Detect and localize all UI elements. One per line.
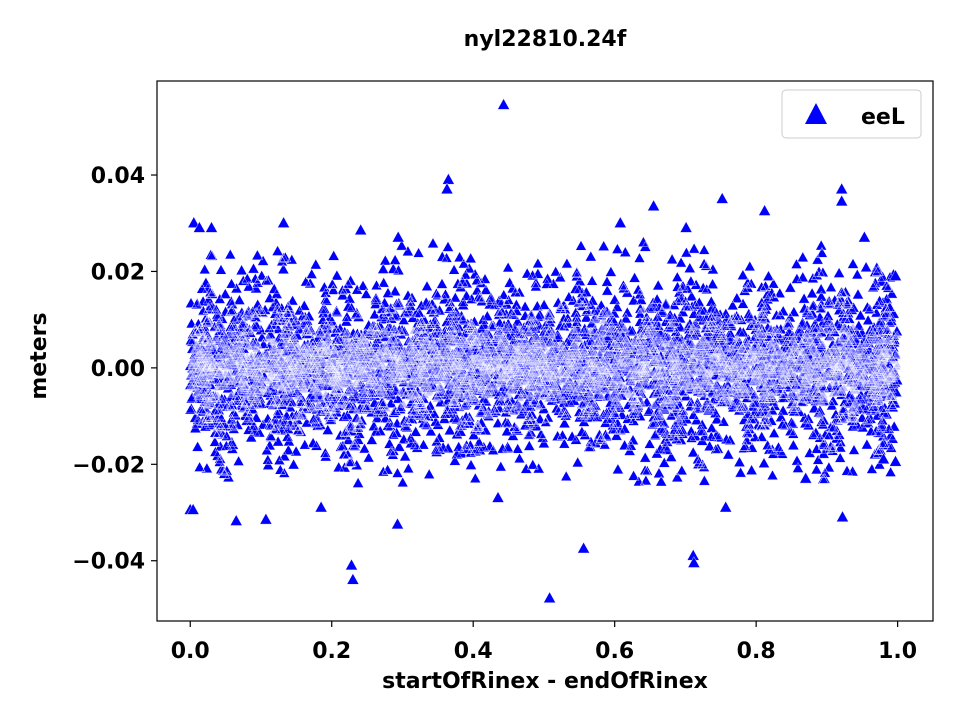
data-point bbox=[543, 591, 556, 603]
legend-entry-label: eeL bbox=[861, 105, 905, 130]
x-tick-label: 0.4 bbox=[454, 639, 493, 664]
data-point bbox=[835, 194, 849, 207]
y-tick-label: 0.00 bbox=[91, 357, 145, 382]
legend-box bbox=[781, 89, 922, 139]
scatter-core-band bbox=[186, 304, 902, 424]
data-point bbox=[193, 221, 206, 233]
data-point bbox=[440, 182, 454, 194]
data-point bbox=[758, 204, 771, 216]
legend-marker-triangle-icon bbox=[805, 103, 827, 124]
y-tick-label: 0.04 bbox=[91, 164, 145, 189]
data-point bbox=[186, 503, 200, 515]
data-point bbox=[858, 230, 871, 243]
y-tick-label: −0.02 bbox=[72, 453, 145, 478]
data-point bbox=[259, 512, 273, 525]
data-point bbox=[391, 517, 404, 530]
data-point bbox=[187, 216, 201, 228]
x-tick-label: 0.8 bbox=[737, 639, 776, 664]
data-point bbox=[346, 573, 360, 585]
data-point bbox=[715, 192, 729, 204]
data-point bbox=[613, 216, 627, 228]
data-point bbox=[679, 221, 693, 233]
chart-title: nyl22810.24f bbox=[464, 27, 627, 52]
x-tick-label: 0.0 bbox=[171, 639, 210, 664]
data-point bbox=[345, 558, 358, 571]
data-point bbox=[799, 471, 813, 484]
data-point bbox=[835, 182, 849, 194]
data-point bbox=[391, 230, 405, 243]
data-point bbox=[836, 510, 849, 522]
x-tick-label: 0.2 bbox=[312, 639, 351, 664]
data-point bbox=[719, 500, 733, 513]
data-point bbox=[229, 514, 243, 526]
scatter-points bbox=[183, 98, 904, 603]
y-axis-label: meters bbox=[27, 312, 52, 399]
plot-area bbox=[156, 80, 934, 622]
data-point bbox=[442, 172, 455, 185]
data-point bbox=[277, 216, 290, 228]
data-point bbox=[314, 500, 328, 513]
x-tick-label: 0.6 bbox=[595, 639, 634, 664]
data-point bbox=[497, 98, 510, 110]
x-tick-label: 1.0 bbox=[878, 639, 917, 664]
y-axis-ticks: −0.04 −0.02 0.00 0.02 0.04 bbox=[72, 164, 157, 575]
x-axis-label: startOfRinex - endOfRinex bbox=[382, 669, 708, 694]
data-point bbox=[877, 452, 890, 464]
data-point bbox=[889, 269, 902, 281]
data-point bbox=[647, 199, 660, 211]
y-tick-label: −0.04 bbox=[72, 550, 145, 575]
data-point bbox=[205, 221, 218, 233]
data-point bbox=[354, 223, 368, 235]
data-point bbox=[491, 491, 505, 503]
data-point bbox=[889, 454, 902, 467]
legend: eeL bbox=[781, 89, 922, 139]
data-point bbox=[687, 556, 701, 568]
y-tick-label: 0.02 bbox=[91, 260, 145, 285]
x-axis-ticks: 0.0 0.2 0.4 0.6 0.8 1.0 bbox=[171, 621, 917, 664]
data-point bbox=[577, 541, 590, 554]
